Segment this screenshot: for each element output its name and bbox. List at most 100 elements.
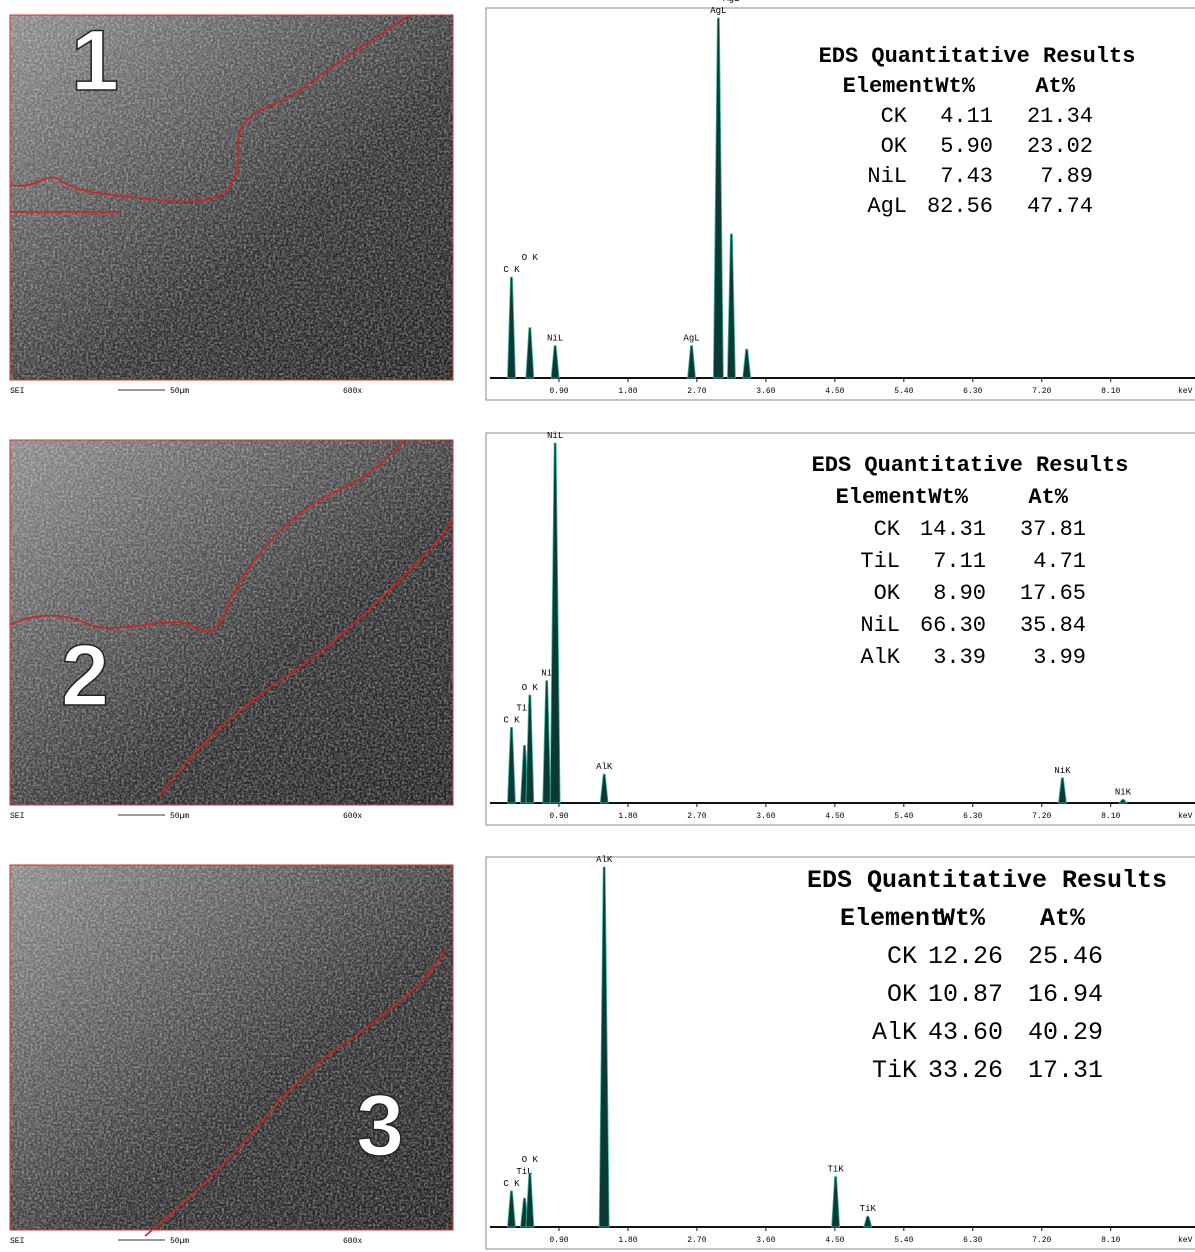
peak (525, 327, 535, 379)
region-frame (9, 14, 454, 381)
table-cell: AlK (872, 1018, 917, 1047)
table-cell: NiL (860, 613, 900, 638)
x-tick-label: 6.30 (963, 812, 982, 821)
peak-label: O K (522, 253, 539, 263)
table-cell: 37.81 (1020, 517, 1086, 542)
table-cell: TiK (872, 1056, 917, 1085)
peak (742, 348, 752, 379)
region-boundary (144, 949, 446, 1237)
table-cell: 21.34 (1027, 104, 1093, 129)
peak (542, 680, 552, 804)
x-tick-label: 5.40 (894, 387, 913, 396)
table-title: EDS Quantitative Results (807, 866, 1167, 895)
peak-label: NiK (1115, 787, 1132, 797)
peak-label: AgL (683, 334, 699, 344)
sem-texture (10, 15, 453, 380)
x-tick-label: 1.80 (618, 812, 637, 821)
peak (1118, 799, 1128, 804)
table-title: EDS Quantitative Results (819, 44, 1136, 69)
x-tick-label: 4.50 (825, 387, 844, 396)
region-boundary (159, 519, 453, 796)
peak-label: TiL (516, 1167, 532, 1177)
table-cell: OK (887, 980, 917, 1009)
peak-label: NiL (547, 334, 563, 344)
table-cell: 4.71 (1033, 549, 1086, 574)
region-number: 2 (61, 628, 109, 724)
x-unit: keV (1178, 812, 1193, 821)
table-header: At% (1040, 904, 1086, 933)
x-tick-label: 0.90 (549, 1236, 568, 1245)
table-header: Wt% (928, 485, 968, 510)
table-cell: 35.84 (1020, 613, 1086, 638)
peak (831, 1176, 841, 1228)
table-cell: 82.56 (927, 194, 993, 219)
sem-texture (10, 865, 453, 1230)
peak-label: NiL (547, 431, 563, 441)
x-tick-label: 0.90 (549, 812, 568, 821)
peak (507, 727, 516, 804)
table-cell: 23.02 (1027, 134, 1093, 159)
sem-magnification: 600x (343, 812, 362, 821)
table-cell: 4.11 (940, 104, 993, 129)
table-cell: 33.26 (928, 1056, 1003, 1085)
region-number: 1 (71, 13, 119, 109)
region-frame (9, 864, 454, 1231)
peak (599, 773, 609, 804)
peak-label: TiK (828, 1165, 845, 1175)
sem-detector: SEI (10, 387, 24, 396)
table-cell: 3.99 (1033, 645, 1086, 670)
region-number: 3 (356, 1078, 404, 1174)
x-unit: keV (1178, 387, 1193, 396)
peak-label: O K (522, 683, 539, 693)
sem-detector: SEI (10, 812, 24, 821)
x-tick-label: 2.70 (687, 1236, 706, 1245)
table-cell: 16.94 (1028, 980, 1103, 1009)
region-frame (9, 439, 454, 806)
x-tick-label: 5.40 (894, 812, 913, 821)
peak-label: C K (503, 715, 520, 725)
table-cell: CK (881, 104, 908, 129)
table-cell: OK (881, 134, 908, 159)
x-tick-label: 2.70 (687, 387, 706, 396)
sem-detector: SEI (10, 1237, 24, 1246)
peak-label: AlK (596, 762, 613, 772)
peak-label: C K (503, 265, 520, 275)
peak (525, 1172, 535, 1228)
peak-label: TiK (860, 1204, 877, 1214)
peak-label: AlK (596, 855, 613, 865)
region-boundary (9, 439, 406, 632)
table-cell: AgL (867, 194, 907, 219)
x-tick-label: 6.30 (963, 387, 982, 396)
x-tick-label: 3.60 (756, 387, 775, 396)
x-tick-label: 7.20 (1032, 387, 1051, 396)
table-cell: 14.31 (920, 517, 986, 542)
region-boundary (9, 14, 411, 203)
x-tick-label: 7.20 (1032, 812, 1051, 821)
table-cell: 12.26 (928, 942, 1003, 971)
spectrum-frame (485, 432, 1195, 826)
table-cell: 40.29 (1028, 1018, 1103, 1047)
peak-label: AgL (723, 0, 739, 4)
peak (507, 276, 516, 379)
x-unit: keV (1178, 1236, 1193, 1245)
peak-label: Ni (541, 669, 552, 679)
table-cell: 43.60 (928, 1018, 1003, 1047)
table-cell: 47.74 (1027, 194, 1093, 219)
peak (712, 17, 724, 379)
table-cell: AlK (860, 645, 900, 670)
spectrum-frame (485, 7, 1195, 401)
sem-magnification: 600x (343, 387, 362, 396)
table-cell: 17.31 (1028, 1056, 1103, 1085)
table-header: Element (843, 74, 935, 99)
x-tick-label: 6.30 (963, 1236, 982, 1245)
x-tick-label: 2.70 (687, 812, 706, 821)
table-header: Element (840, 904, 945, 933)
x-tick-label: 7.20 (1032, 1236, 1051, 1245)
x-tick-label: 8.10 (1101, 812, 1120, 821)
x-tick-label: 8.10 (1101, 1236, 1120, 1245)
table-cell: TiL (860, 549, 900, 574)
x-tick-label: 4.50 (825, 812, 844, 821)
peak-label: C K (503, 1179, 520, 1189)
table-cell: 7.89 (1040, 164, 1093, 189)
peak (598, 866, 610, 1228)
